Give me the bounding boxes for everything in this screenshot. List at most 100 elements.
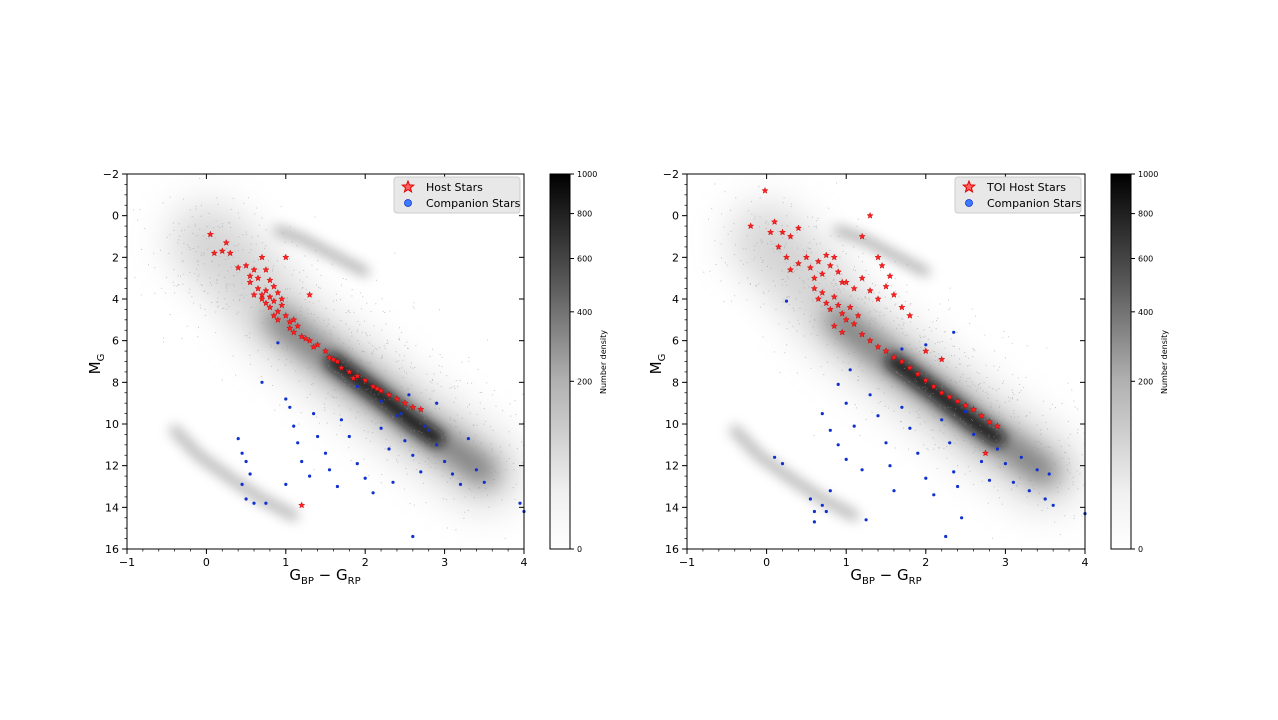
density-speck	[954, 413, 956, 415]
density-speck	[878, 291, 880, 293]
host-star-point	[822, 299, 830, 307]
density-speck	[1002, 466, 1004, 468]
density-speck	[257, 259, 259, 261]
density-speck	[264, 295, 266, 297]
density-speck	[895, 371, 897, 373]
density-speck	[947, 406, 949, 408]
density-speck	[934, 343, 936, 345]
density-speck	[839, 289, 841, 291]
density-speck	[402, 377, 404, 379]
density-speck	[731, 300, 733, 302]
host-star-point	[234, 264, 242, 271]
density-speck	[881, 328, 883, 330]
density-speck	[952, 425, 954, 427]
y-tick-label: 10	[105, 418, 119, 431]
density-speck	[910, 356, 912, 358]
companion-star-point	[960, 516, 964, 520]
density-speck	[495, 470, 497, 472]
density-speck	[404, 345, 406, 346]
y-tick-label: 16	[665, 543, 679, 556]
density-speck	[398, 389, 400, 391]
density-speck	[464, 496, 466, 498]
companion-star-point	[260, 380, 264, 384]
density-speck	[714, 240, 716, 242]
density-speck	[927, 449, 929, 451]
host-star-point	[401, 399, 409, 407]
colorbar-tick-label: 600	[1138, 255, 1153, 264]
density-speck	[786, 296, 788, 298]
density-speck	[481, 450, 482, 452]
density-speck	[857, 350, 858, 352]
density-speck	[538, 442, 539, 443]
density-speck	[897, 386, 899, 388]
density-speck	[967, 433, 969, 434]
density-speck	[331, 338, 333, 340]
density-speck	[321, 371, 323, 373]
density-speck	[139, 208, 141, 210]
density-speck	[343, 342, 345, 344]
density-speck	[782, 237, 784, 239]
density-speck	[1036, 440, 1038, 442]
density-speck	[373, 406, 375, 408]
density-speck	[857, 379, 859, 381]
density-speck	[919, 354, 921, 356]
density-speck	[211, 260, 213, 262]
colorbar-tick-label: 800	[577, 210, 592, 219]
density-speck	[964, 352, 966, 353]
host-star-point	[210, 249, 218, 257]
density-speck	[381, 422, 383, 424]
density-speck	[267, 358, 269, 360]
density-speck	[820, 366, 822, 368]
density-speck	[238, 300, 240, 302]
density-speck	[133, 209, 134, 211]
density-speck	[1018, 428, 1020, 430]
density-speck	[851, 310, 853, 312]
density-speck	[285, 288, 287, 290]
y-tick-label: −2	[663, 168, 679, 181]
density-speck	[869, 310, 871, 312]
density-speck	[810, 262, 812, 264]
density-speck	[282, 232, 284, 234]
density-speck	[521, 441, 523, 443]
density-speck	[848, 320, 850, 322]
density-speck	[837, 323, 839, 325]
density-speck	[720, 257, 722, 259]
density-speck	[431, 379, 433, 380]
density-speck	[335, 354, 337, 356]
density-speck	[1001, 455, 1003, 457]
density-speck	[840, 337, 842, 339]
host-star-point	[814, 257, 822, 265]
density-speck	[363, 458, 365, 460]
density-speck	[434, 467, 436, 469]
density-speck	[856, 311, 858, 313]
density-speck	[1051, 403, 1053, 405]
density-speck	[474, 497, 475, 499]
density-speck	[788, 303, 790, 305]
density-speck	[935, 388, 937, 390]
density-speck	[810, 367, 812, 369]
density-speck	[743, 263, 745, 265]
density-speck	[216, 197, 218, 199]
density-speck	[953, 435, 955, 437]
companion-star-point	[292, 424, 296, 428]
density-speck	[245, 294, 247, 296]
density-speck	[409, 449, 411, 451]
density-speck	[339, 385, 341, 387]
density-speck	[792, 307, 794, 309]
density-speck	[243, 202, 245, 204]
density-speck	[997, 369, 999, 371]
host-star-point	[218, 247, 226, 255]
density-speck	[275, 287, 277, 289]
density-speck	[238, 243, 240, 245]
density-speck	[435, 463, 437, 464]
density-speck	[508, 458, 510, 459]
density-speck	[760, 257, 762, 258]
density-speck	[903, 389, 905, 390]
star-icon	[400, 179, 416, 193]
density-speck	[817, 271, 818, 273]
density-speck	[774, 285, 776, 287]
density-speck	[466, 460, 468, 462]
density-speck	[916, 411, 918, 413]
density-speck	[446, 437, 448, 439]
density-speck	[177, 242, 179, 244]
